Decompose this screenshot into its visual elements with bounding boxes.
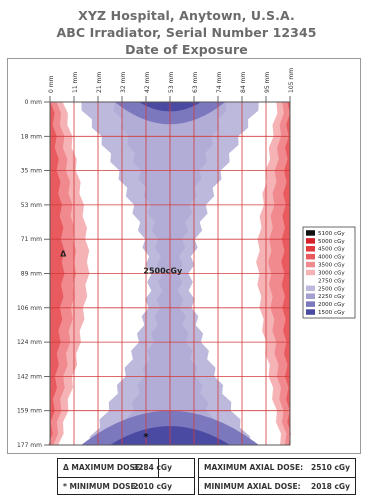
divider [158,459,159,477]
x-tick-label: 105 mm [288,68,295,93]
legend-swatch [305,277,316,284]
x-tick-label: 11 mm [72,72,79,93]
y-tick-label: 106 mm [17,305,42,312]
x-tick-label: 42 mm [144,72,151,93]
irradiator-title: ABC Irradiator, Serial Number 12345 [56,25,317,40]
legend-label: 2250 cGy [318,294,345,300]
legend-label: 4500 cGy [318,247,345,253]
legend-swatch [306,293,315,299]
legend-swatch [306,285,315,292]
x-tick-label: 53 mm [168,72,175,93]
max-dose-label: Δ MAXIMUM DOSE: [63,463,144,472]
legend-swatch [306,230,315,236]
max-axial-row: MAXIMUM AXIAL DOSE: 2510 cGy [199,459,355,477]
legend-label: 1500 cGy [318,310,345,316]
y-tick-label: 0 mm [25,99,43,106]
y-tick-label: 142 mm [17,373,42,380]
max-dose-value: 3284 cGy [133,463,172,472]
dose-summary-right: MAXIMUM AXIAL DOSE: 2510 cGy MINIMUM AXI… [198,458,356,495]
hospital-title: XYZ Hospital, Anytown, U.S.A. [78,8,295,23]
y-tick-label: 89 mm [21,271,42,278]
x-tick-label: 95 mm [264,72,271,93]
x-tick-label: 74 mm [216,72,223,93]
plot-border [49,101,291,446]
y-tick-label: 18 mm [21,133,42,140]
min-dose-marker: * [143,432,149,443]
max-dose-marker: Δ [60,249,67,258]
min-dose-value: 2010 cGy [133,482,172,491]
legend-label: 3500 cGy [318,263,345,269]
y-tick-label: 159 mm [17,408,42,415]
x-tick-label: 63 mm [192,72,199,93]
legend-label: 2000 cGy [318,302,345,308]
legend-swatch [306,253,315,260]
exposure-date-title: Date of Exposure [125,42,248,57]
legend-label: 4000 cGy [318,255,345,261]
y-tick-label: 71 mm [21,236,42,243]
min-axial-value: 2018 cGy [311,482,350,491]
max-axial-value: 2510 cGy [311,463,350,472]
legend-label: 3000 cGy [318,270,345,276]
x-tick-label: 84 mm [240,72,247,93]
x-tick-label: 32 mm [120,72,127,93]
legend-swatch [306,309,315,315]
legend-swatch [306,261,315,268]
legend-swatch [306,238,315,244]
x-tick-label: 0 mm [48,75,55,93]
y-tick-label: 177 mm [17,442,42,449]
y-tick-label: 35 mm [21,168,42,175]
legend-label: 2750 cGy [318,278,345,284]
y-tick-label: 53 mm [21,202,42,209]
legend-label: 5000 cGy [318,239,345,245]
min-axial-row: MINIMUM AXIAL DOSE: 2018 cGy [199,477,355,496]
legend-label: 2500 cGy [318,286,345,292]
x-tick-label: 21 mm [96,72,103,93]
legend-swatch [306,301,315,307]
dose-summary-left: Δ MAXIMUM DOSE: 3284 cGy * MINIMUM DOSE:… [57,458,195,495]
min-axial-label: MINIMUM AXIAL DOSE: [204,482,301,491]
max-dose-row: Δ MAXIMUM DOSE: 3284 cGy [58,459,194,477]
legend-swatch [306,246,315,252]
y-tick-label: 124 mm [17,339,42,346]
center-dose-label: 2500cGy [143,267,183,276]
min-dose-row: * MINIMUM DOSE: 2010 cGy [58,477,194,496]
max-axial-label: MAXIMUM AXIAL DOSE: [204,463,304,472]
legend-label: 5100 cGy [318,231,345,237]
min-dose-label: * MINIMUM DOSE: [63,482,139,491]
legend-swatch [306,269,315,276]
